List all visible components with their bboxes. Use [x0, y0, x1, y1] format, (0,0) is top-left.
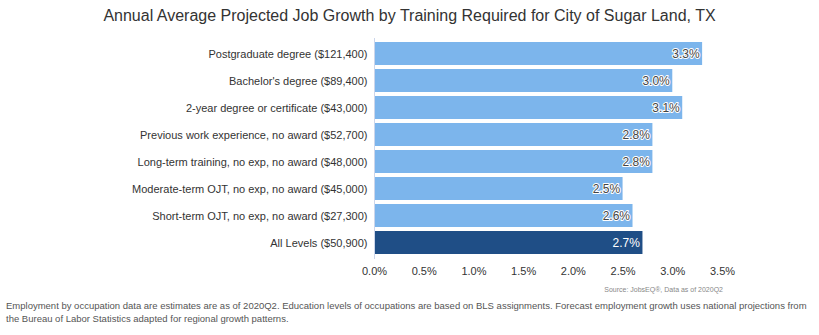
html-text:Source: JobsEQ®, Data as of 20: Source: JobsEQ®, Data as of 2020Q2	[604, 286, 723, 293]
svg-text:2.5%: 2.5%	[611, 265, 636, 277]
svg-text:2.5%: 2.5%	[593, 182, 621, 196]
svg-text:2.0%: 2.0%	[561, 265, 586, 277]
svg-text:2.8%: 2.8%	[623, 128, 651, 142]
svg-text:2.7%: 2.7%	[613, 236, 641, 250]
html-text:Annual Average Projected Job G: Annual Average Projected Job Growth by T…	[103, 7, 716, 24]
svg-text:3.5%: 3.5%	[710, 265, 735, 277]
svg-text:2.8%: 2.8%	[623, 155, 651, 169]
svg-text:3.1%: 3.1%	[652, 101, 680, 115]
svg-text:2.6%: 2.6%	[603, 209, 631, 223]
svg-text:Short-term OJT, no exp, no awa: Short-term OJT, no exp, no award ($27,30…	[152, 210, 367, 222]
svg-text:Moderate-term OJT, no exp, no: Moderate-term OJT, no exp, no award ($45…	[132, 183, 367, 195]
svg-text:2-year degree or certificate (: 2-year degree or certificate ($43,000)	[186, 102, 368, 114]
svg-text:0.0%: 0.0%	[362, 265, 387, 277]
svg-text:3.0%: 3.0%	[642, 74, 670, 88]
svg-text:1.5%: 1.5%	[511, 265, 536, 277]
svg-text:0.5%: 0.5%	[412, 265, 437, 277]
svg-text:Previous work experience, no a: Previous work experience, no award ($52,…	[140, 129, 367, 141]
svg-text:3.0%: 3.0%	[660, 265, 685, 277]
svg-text:Postgraduate degree ($121,400): Postgraduate degree ($121,400)	[208, 48, 367, 60]
html-text:Employment by occupation data: Employment by occupation data are estima…	[6, 300, 807, 324]
svg-text:All Levels ($50,900): All Levels ($50,900)	[270, 237, 367, 249]
svg-text:Long-term training, no exp, no: Long-term training, no exp, no award ($4…	[138, 156, 368, 168]
svg-text:3.3%: 3.3%	[672, 47, 700, 61]
svg-text:1.0%: 1.0%	[461, 265, 486, 277]
svg-text:Bachelor's degree ($89,400): Bachelor's degree ($89,400)	[229, 75, 367, 87]
